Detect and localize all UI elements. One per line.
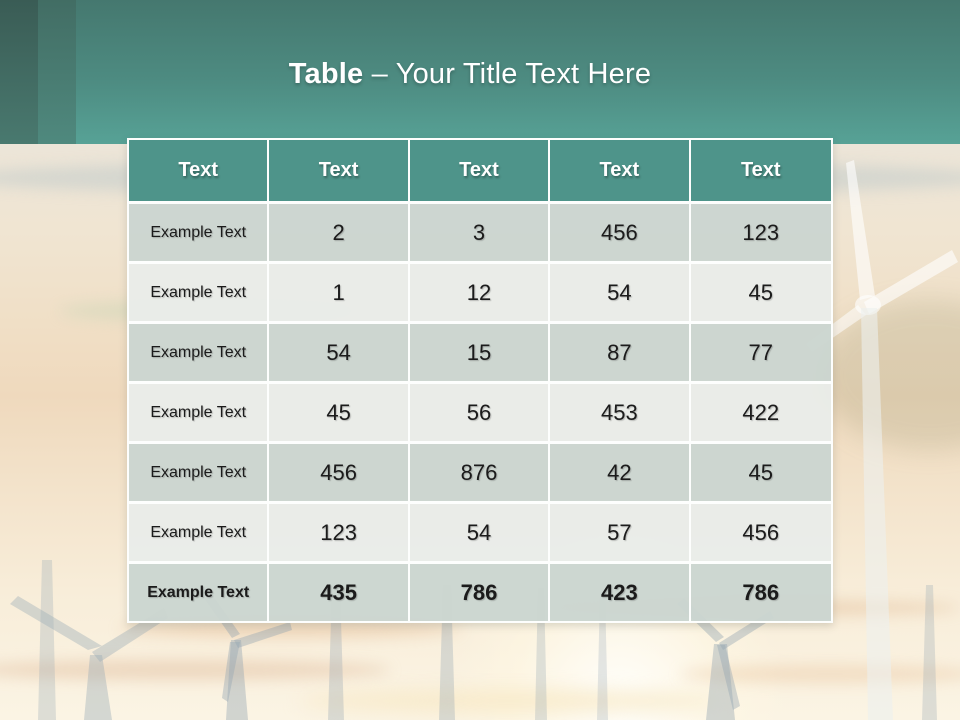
row-label-cell: Example Text	[129, 384, 270, 444]
column-header: Text	[129, 140, 270, 204]
sun-glow	[300, 690, 720, 712]
data-table: Text Text Text Text Text Example Text 2 3 4…	[127, 138, 833, 623]
title-band: Table – Your Title Text Here	[0, 0, 960, 144]
value-cell: 42	[550, 444, 691, 504]
value-cell: 77	[690, 324, 831, 384]
value-cell: 876	[409, 444, 551, 504]
cloud-streak	[0, 660, 390, 680]
value-cell: 45	[690, 444, 831, 504]
table-row: Example Text 45 56 453 422	[129, 384, 831, 444]
row-label-cell: Example Text	[129, 324, 270, 384]
column-header: Text	[409, 140, 551, 204]
value-cell: 422	[690, 384, 831, 444]
value-cell: 123	[269, 504, 410, 564]
row-label-cell: Example Text	[129, 264, 270, 324]
value-cell: 2	[269, 204, 410, 264]
value-cell: 12	[409, 264, 551, 324]
table-row: Example Text 456 876 42 45	[129, 444, 831, 504]
value-cell: 453	[550, 384, 691, 444]
column-header: Text	[690, 140, 831, 204]
cloud-streak	[120, 620, 460, 638]
value-cell: 786	[690, 564, 831, 621]
value-cell: 456	[690, 504, 831, 564]
table-row: Example Text 2 3 456 123	[129, 204, 831, 264]
value-cell: 423	[550, 564, 691, 621]
table-row: Example Text 435 786 423 786	[129, 564, 831, 621]
value-cell: 57	[550, 504, 691, 564]
value-cell: 87	[550, 324, 691, 384]
column-header: Text	[269, 140, 410, 204]
turbine-tower	[38, 560, 56, 720]
value-cell: 54	[269, 324, 410, 384]
row-label-cell: Example Text	[129, 204, 270, 264]
row-label-cell: Example Text	[129, 564, 270, 621]
row-label-cell: Example Text	[129, 504, 270, 564]
value-cell: 54	[550, 264, 691, 324]
turbine-tower	[922, 585, 937, 720]
turbine-tower	[597, 592, 608, 720]
table-row: Example Text 1 12 54 45	[129, 264, 831, 324]
slide-title-dash: –	[371, 58, 388, 90]
value-cell: 56	[409, 384, 551, 444]
accent-stripe-dark	[0, 0, 38, 144]
table-row: Example Text 54 15 87 77	[129, 324, 831, 384]
slide-title-text: Your Title Text Here	[395, 58, 652, 90]
value-cell: 456	[269, 444, 410, 504]
value-cell: 1	[269, 264, 410, 324]
slide-title-keyword: Table	[288, 58, 364, 90]
value-cell: 435	[269, 564, 410, 621]
value-cell: 123	[690, 204, 831, 264]
value-cell: 456	[550, 204, 691, 264]
value-cell: 45	[690, 264, 831, 324]
slide-title: Table – Your Title Text Here	[0, 52, 940, 96]
row-label-cell: Example Text	[129, 444, 270, 504]
value-cell: 45	[269, 384, 410, 444]
value-cell: 3	[409, 204, 551, 264]
table-header-row: Text Text Text Text Text	[129, 140, 831, 204]
column-header: Text	[550, 140, 691, 204]
value-cell: 786	[409, 564, 551, 621]
accent-stripe-medium	[38, 0, 76, 144]
value-cell: 54	[409, 504, 551, 564]
table-row: Example Text 123 54 57 456	[129, 504, 831, 564]
value-cell: 15	[409, 324, 551, 384]
